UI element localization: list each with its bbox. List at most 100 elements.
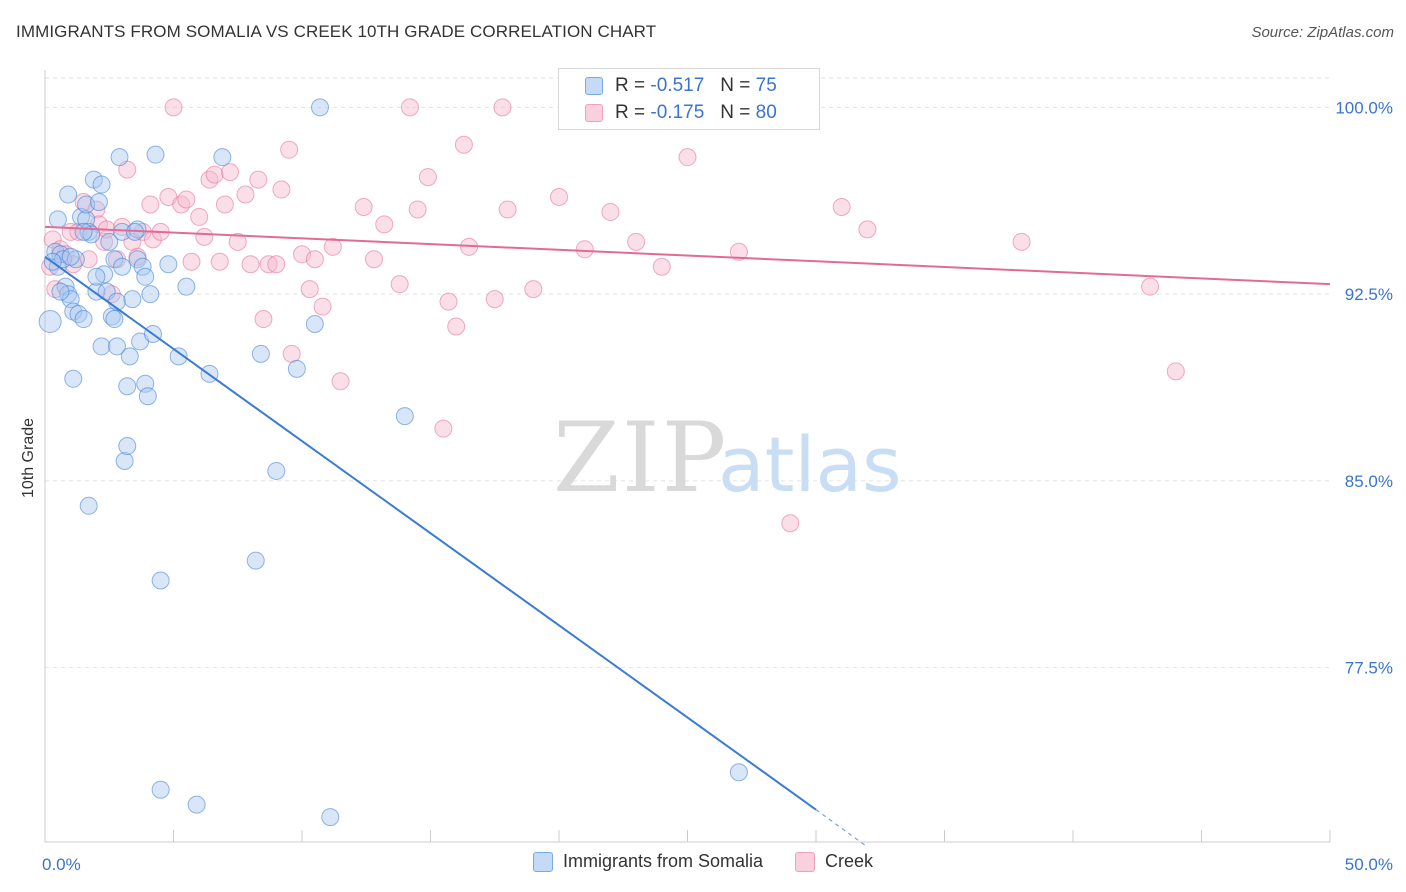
- creek-point: [195, 227, 214, 246]
- x-tick-label-end: 50.0%: [1345, 855, 1393, 874]
- somalia-point: [64, 369, 83, 388]
- somalia-point: [115, 451, 134, 470]
- creek-point: [267, 255, 286, 274]
- somalia-point: [74, 222, 93, 241]
- somalia-point: [118, 377, 137, 396]
- creek-point: [375, 215, 394, 234]
- axes: [44, 70, 1331, 843]
- legend-n-value: 80: [755, 102, 777, 123]
- somalia-point: [213, 148, 232, 167]
- creek-point: [300, 280, 319, 299]
- somalia-point: [64, 302, 83, 321]
- creek-point: [1012, 232, 1031, 251]
- creek-point: [454, 135, 473, 154]
- legend-r-label: R =: [615, 102, 646, 123]
- chart-source: Source: ZipAtlas.com: [1251, 24, 1394, 41]
- somalia-point: [105, 250, 124, 269]
- creek-point: [493, 98, 512, 117]
- creek-point: [249, 170, 268, 189]
- creek-point: [272, 180, 291, 199]
- somalia-point: [113, 257, 132, 276]
- creek-point: [434, 419, 453, 438]
- creek-point: [439, 292, 458, 311]
- grid-lines: [45, 77, 1330, 669]
- watermark: ZIP atlas: [553, 402, 902, 514]
- creek-point: [781, 514, 800, 533]
- creek-point: [228, 232, 247, 251]
- creek-point: [652, 257, 671, 276]
- creek-point: [259, 255, 278, 274]
- creek-point: [323, 237, 342, 256]
- tick-labels: 100.0% 92.5% 85.0% 77.5% 0.0% 50.0%: [42, 98, 1393, 874]
- legend-label-creek: Creek: [825, 851, 874, 871]
- creek-point: [205, 165, 224, 184]
- creek-point: [1141, 277, 1160, 296]
- somalia-point: [113, 222, 132, 241]
- somalia-point: [100, 232, 119, 251]
- somalia-point: [246, 551, 265, 570]
- legend-item-somalia[interactable]: Immigrants from Somalia: [532, 851, 763, 872]
- creek-point: [236, 185, 255, 204]
- x-tick-label-start: 0.0%: [42, 855, 81, 874]
- somalia-point: [51, 282, 70, 301]
- chart-title: IMMIGRANTS FROM SOMALIA VS CREEK 10TH GR…: [16, 22, 657, 41]
- creek-point: [601, 202, 620, 221]
- creek-point: [364, 250, 383, 269]
- creek-points: [41, 98, 1185, 533]
- somalia-point: [151, 571, 170, 590]
- creek-point: [331, 372, 350, 391]
- creek-point: [177, 190, 196, 209]
- creek-point: [305, 250, 324, 269]
- creek-point: [400, 98, 419, 117]
- legend-r-value: -0.517: [650, 75, 705, 96]
- creek-point: [141, 195, 160, 214]
- somalia-point: [48, 210, 67, 229]
- creek-point: [164, 98, 183, 117]
- somalia-point: [395, 407, 414, 426]
- somalia-point: [107, 337, 126, 356]
- creek-point: [215, 195, 234, 214]
- somalia-point: [141, 285, 160, 304]
- creek-point: [79, 250, 98, 269]
- somalia-point: [251, 344, 270, 363]
- legend-swatch-creek: [795, 851, 816, 872]
- legend-row-somalia: R = -0.517 N = 75: [585, 73, 777, 99]
- creek-point: [182, 252, 201, 271]
- creek-point: [210, 252, 229, 271]
- somalia-point: [92, 175, 111, 194]
- creek-point: [1166, 362, 1185, 381]
- somalia-point: [74, 310, 93, 329]
- legend-item-creek[interactable]: Creek: [795, 851, 873, 872]
- legend-n-value: 75: [755, 75, 777, 96]
- somalia-point: [69, 305, 88, 324]
- somalia-point: [729, 763, 748, 782]
- somalia-point: [110, 148, 129, 167]
- legend-n-label: N =: [720, 102, 751, 123]
- creek-point: [485, 290, 504, 309]
- legend-r-label: R =: [615, 75, 646, 96]
- creek-point: [254, 310, 273, 329]
- somalia-point: [118, 437, 137, 456]
- legend-swatch-creek: [585, 104, 603, 122]
- somalia-point: [38, 310, 62, 334]
- creek-point: [190, 207, 209, 226]
- creek-point: [498, 200, 517, 219]
- y-axis-label: 10th Grade: [20, 417, 37, 499]
- somalia-point: [89, 192, 108, 211]
- creek-point: [575, 240, 594, 259]
- creek-point: [524, 280, 543, 299]
- creek-point: [418, 168, 437, 187]
- somalia-point: [120, 347, 139, 366]
- creek-point: [550, 188, 568, 207]
- somalia-point: [61, 247, 80, 266]
- somalia-point: [159, 255, 178, 274]
- creek-point: [282, 344, 301, 363]
- somalia-point: [267, 461, 286, 480]
- series-legend: Immigrants from Somalia Creek: [0, 851, 1406, 872]
- trend-lines: [44, 225, 1331, 848]
- somalia-trend-line: [44, 255, 817, 811]
- somalia-point: [79, 222, 98, 241]
- somalia-point: [146, 145, 165, 164]
- legend-swatch-somalia: [585, 77, 603, 95]
- somalia-point: [177, 277, 196, 296]
